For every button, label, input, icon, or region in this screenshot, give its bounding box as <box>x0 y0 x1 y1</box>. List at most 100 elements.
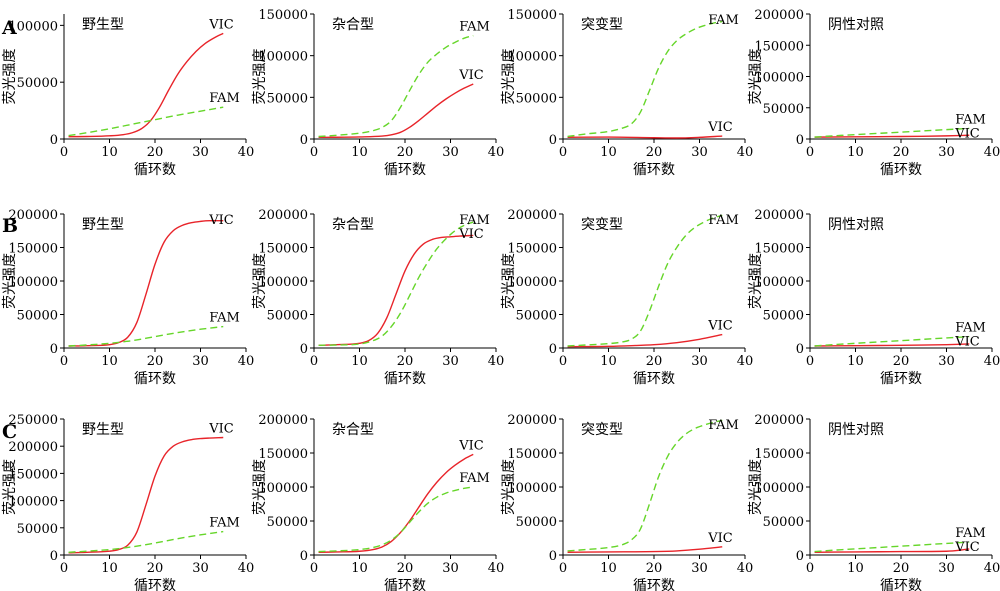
x-axis-label: 循环数 <box>384 162 426 178</box>
y-tick-label: 50000 <box>516 91 557 106</box>
chart-panel-c-2: 0 10 20 30 40 0 50000 100000 150000 200000 循环数 荧光强度… <box>251 413 504 591</box>
chart-panel-b-3: 0 10 20 30 40 0 50000 100000 150000 200000 循环数 荧光强度… <box>500 208 753 387</box>
x-tick-label: 20 <box>147 561 164 576</box>
series-line-vic <box>814 343 970 347</box>
y-tick-label: 200000 <box>258 413 308 428</box>
chart-panel-c-4: 0 10 20 30 40 0 50000 100000 150000 200000 循环数 荧光强度… <box>747 413 1000 591</box>
x-tick-label: 0 <box>310 354 318 369</box>
panel-title: 野生型 <box>82 422 124 438</box>
y-tick-label: 100000 <box>258 275 308 290</box>
x-tick-label: 10 <box>351 145 368 160</box>
series-line-vic <box>567 546 723 553</box>
series-label-fam: FAM <box>459 20 490 35</box>
chart-panel-a-3: 0 10 20 30 40 0 50000 100000 150000 循环数 荧光强度 突变型 FAM… <box>500 8 753 178</box>
y-tick-label: 150000 <box>754 447 804 462</box>
x-tick-label: 0 <box>806 561 814 576</box>
series-line-vic <box>814 134 970 138</box>
x-tick-label: 0 <box>310 561 318 576</box>
x-tick-label: 10 <box>847 145 864 160</box>
y-axis-label: 荧光强度 <box>251 459 268 515</box>
x-tick-label: 30 <box>192 354 209 369</box>
x-tick-label: 40 <box>737 561 754 576</box>
x-tick-label: 10 <box>101 145 118 160</box>
y-tick-label: 150000 <box>754 242 804 257</box>
y-tick-label: 200000 <box>258 208 308 223</box>
y-tick-label: 0 <box>300 549 308 564</box>
y-tick-label: 100000 <box>8 19 58 34</box>
series-line-fam <box>68 106 224 137</box>
y-tick-label: 50000 <box>17 76 58 91</box>
row-label-c: C <box>2 421 17 443</box>
y-tick-label: 200000 <box>754 413 804 428</box>
chart-panel-b-4: 0 10 20 30 40 0 50000 100000 150000 200000 循环数 荧光强度… <box>747 208 1000 387</box>
x-tick-label: 40 <box>488 354 505 369</box>
series-label-fam: FAM <box>459 471 490 486</box>
y-tick-label: 0 <box>549 549 557 564</box>
x-axis-label: 循环数 <box>880 578 922 591</box>
x-tick-label: 40 <box>984 145 1000 160</box>
y-axis-label: 荧光强度 <box>251 49 268 105</box>
y-axis-label: 荧光强度 <box>251 253 268 309</box>
y-tick-label: 0 <box>796 549 804 564</box>
x-axis-label: 循环数 <box>134 371 176 387</box>
x-tick-label: 10 <box>101 354 118 369</box>
series-line-vic <box>814 548 970 553</box>
y-tick-label: 0 <box>50 133 58 148</box>
chart-panel-a-4: 0 10 20 30 40 0 50000 100000 150000 200000 循环数 荧光强度… <box>747 8 1000 178</box>
series-line-fam <box>814 541 970 553</box>
series-line-fam <box>567 20 723 138</box>
y-tick-label: 50000 <box>17 309 58 324</box>
panel-title: 杂合型 <box>332 217 374 233</box>
y-tick-label: 150000 <box>507 447 557 462</box>
series-label-vic: VIC <box>707 319 733 334</box>
y-tick-label: 150000 <box>258 242 308 257</box>
y-axis-label: 荧光强度 <box>500 49 517 105</box>
series-line-vic <box>567 135 723 139</box>
y-tick-label: 100000 <box>258 50 308 65</box>
x-tick-label: 30 <box>442 145 459 160</box>
series-label-fam: FAM <box>209 91 240 106</box>
series-label-fam: FAM <box>209 516 240 531</box>
x-tick-label: 40 <box>488 561 505 576</box>
series-label-fam: FAM <box>209 311 240 326</box>
x-tick-label: 40 <box>984 561 1000 576</box>
y-tick-label: 0 <box>549 133 557 148</box>
x-tick-label: 30 <box>442 354 459 369</box>
y-tick-label: 100000 <box>754 481 804 496</box>
y-axis-label: 荧光强度 <box>1 253 18 309</box>
series-label-vic: VIC <box>458 227 484 242</box>
series-label-vic: VIC <box>954 126 980 141</box>
x-tick-label: 20 <box>147 145 164 160</box>
x-tick-label: 0 <box>60 561 68 576</box>
series-label-vic: VIC <box>954 335 980 350</box>
x-tick-label: 20 <box>646 145 663 160</box>
chart-panel-a-2: 0 10 20 30 40 0 50000 100000 150000 循环数 荧光强度 杂合型 FAM… <box>251 8 504 178</box>
y-axis-label: 荧光强度 <box>1 459 18 515</box>
y-tick-label: 150000 <box>507 242 557 257</box>
x-tick-label: 20 <box>646 354 663 369</box>
x-tick-label: 0 <box>806 354 814 369</box>
x-tick-label: 20 <box>147 354 164 369</box>
y-tick-label: 100000 <box>507 50 557 65</box>
y-tick-label: 50000 <box>267 91 308 106</box>
x-tick-label: 30 <box>691 561 708 576</box>
x-tick-label: 20 <box>893 561 910 576</box>
x-tick-label: 40 <box>984 354 1000 369</box>
x-tick-label: 30 <box>938 354 955 369</box>
y-tick-label: 150000 <box>8 242 58 257</box>
x-tick-label: 0 <box>60 354 68 369</box>
y-axis-label: 荧光强度 <box>747 253 764 309</box>
x-axis-label: 循环数 <box>384 578 426 591</box>
x-tick-label: 0 <box>310 145 318 160</box>
x-tick-label: 20 <box>397 561 414 576</box>
series-label-fam: FAM <box>708 213 739 228</box>
panel-title: 突变型 <box>581 17 623 33</box>
x-tick-label: 40 <box>488 145 505 160</box>
x-axis-label: 循环数 <box>384 371 426 387</box>
x-tick-label: 30 <box>192 561 209 576</box>
series-label-vic: VIC <box>707 120 733 135</box>
x-tick-label: 30 <box>938 145 955 160</box>
y-axis-label: 荧光强度 <box>500 253 517 309</box>
series-line-fam <box>68 530 224 553</box>
